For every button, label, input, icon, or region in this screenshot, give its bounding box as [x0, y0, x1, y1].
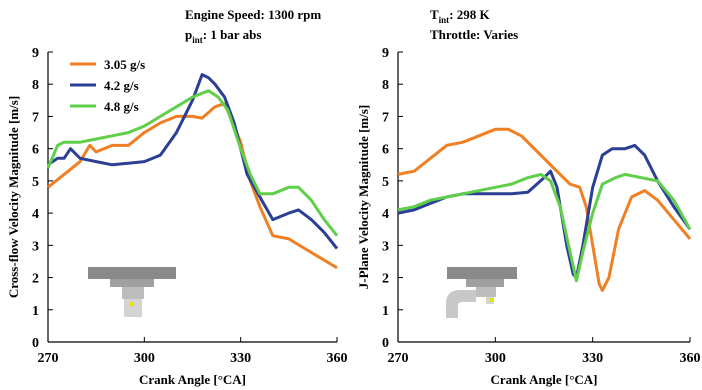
- y-tick-label: 2: [382, 272, 389, 287]
- legend-label: 4.8 g/s: [104, 99, 139, 114]
- nozzle-icon-left: [88, 267, 176, 317]
- y-tick-label: 6: [382, 143, 389, 158]
- y-tick-label: 0: [382, 336, 389, 351]
- header-subscript: int: [439, 15, 450, 25]
- x-axis-label: Crank Angle [°CA]: [490, 372, 597, 387]
- x-tick-label: 300: [485, 351, 506, 366]
- figure: Engine Speed: 1300 rpmpint: 1 bar abs012…: [0, 0, 702, 390]
- x-tick-label: 300: [134, 351, 155, 366]
- x-tick-label: 270: [388, 351, 409, 366]
- header-text-part: : 1 bar abs: [203, 27, 262, 42]
- y-tick-label: 2: [32, 272, 39, 287]
- header-text: Throttle: Varies: [430, 27, 518, 42]
- y-tick-label: 8: [32, 78, 39, 93]
- x-tick-label: 270: [38, 351, 59, 366]
- header-symbol: T: [430, 7, 439, 22]
- y-axis-label: J-Plane Velocity Magnitude [m/s]: [356, 105, 371, 290]
- header-subscript: int: [192, 35, 203, 45]
- x-tick-label: 330: [230, 351, 251, 366]
- nozzle-icon-right: [446, 267, 517, 318]
- header-symbol: p: [185, 27, 192, 42]
- y-tick-label: 7: [382, 110, 389, 125]
- legend-label: 4.2 g/s: [104, 78, 139, 93]
- legend-label: 3.05 g/s: [104, 57, 145, 72]
- y-tick-label: 9: [382, 46, 389, 61]
- x-tick-label: 330: [582, 351, 603, 366]
- y-tick-label: 3: [382, 239, 389, 254]
- y-tick-label: 4: [382, 207, 389, 222]
- series-line: [48, 75, 337, 249]
- y-axis-label: Cross-flow Velocity Magnitude [m/s]: [6, 96, 21, 298]
- y-tick-label: 7: [32, 110, 39, 125]
- y-tick-label: 1: [382, 304, 389, 319]
- header-text: Engine Speed: 1300 rpm: [185, 7, 321, 22]
- y-tick-label: 1: [32, 304, 39, 319]
- x-tick-label: 360: [680, 351, 701, 366]
- y-tick-label: 4: [32, 207, 39, 222]
- x-tick-label: 360: [327, 351, 348, 366]
- y-tick-label: 0: [32, 336, 39, 351]
- header-text-part: : 298 K: [449, 7, 490, 22]
- y-tick-label: 5: [382, 175, 389, 190]
- header-text: Tint: 298 K: [430, 7, 491, 25]
- x-axis-label: Crank Angle [°CA]: [139, 372, 246, 387]
- series-line: [398, 145, 690, 277]
- y-tick-label: 3: [32, 239, 39, 254]
- series-line: [48, 104, 337, 268]
- series-line: [48, 91, 337, 236]
- series-line: [398, 129, 690, 290]
- y-tick-label: 5: [32, 175, 39, 190]
- header-text-part: Throttle: Varies: [430, 27, 518, 42]
- y-tick-label: 8: [382, 78, 389, 93]
- header-text: pint: 1 bar abs: [185, 27, 261, 45]
- y-tick-label: 9: [32, 46, 39, 61]
- header-text-part: Engine Speed: 1300 rpm: [185, 7, 321, 22]
- y-tick-label: 6: [32, 143, 39, 158]
